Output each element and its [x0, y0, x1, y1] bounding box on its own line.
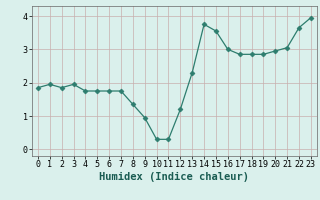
X-axis label: Humidex (Indice chaleur): Humidex (Indice chaleur) — [100, 172, 249, 182]
